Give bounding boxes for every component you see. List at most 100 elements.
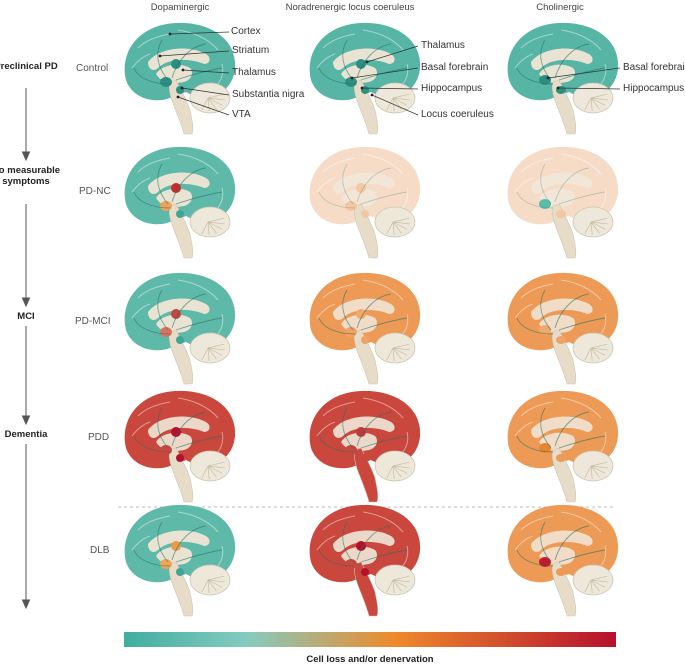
nucleus <box>160 77 172 87</box>
nucleus <box>356 183 366 193</box>
nucleus <box>176 568 184 576</box>
label-thalamus-dopa: Thalamus <box>232 67 276 78</box>
inner-region <box>531 298 593 320</box>
inner-region <box>333 530 395 552</box>
nucleus <box>160 201 172 211</box>
nucleus <box>361 336 369 344</box>
scale-title: Cell loss and/or denervation <box>306 654 434 665</box>
nucleus <box>361 454 369 462</box>
nucleus <box>160 327 172 337</box>
inner-region <box>531 416 593 438</box>
nucleus <box>361 210 369 218</box>
nucleus <box>176 210 184 218</box>
nucleus <box>345 327 357 337</box>
nucleus <box>356 59 366 69</box>
nucleus <box>345 445 357 455</box>
cerebellum <box>189 450 231 482</box>
nucleus <box>539 443 551 453</box>
nucleus <box>171 541 181 551</box>
row-label-pd-mci: PD-MCI <box>75 316 111 327</box>
brain-noradrenergic-pdd <box>309 390 421 503</box>
nucleus <box>171 183 181 193</box>
inner-region <box>531 530 593 552</box>
brainstem <box>353 447 379 503</box>
nucleus <box>160 559 172 569</box>
cerebellum <box>189 82 231 114</box>
brain-dopaminergic-dlb <box>124 504 236 617</box>
brain-noradrenergic-pd-mci <box>309 272 421 385</box>
stage-preclinical: Preclinical PD <box>0 61 58 72</box>
nucleus <box>361 568 369 576</box>
cerebellum <box>572 564 614 596</box>
brain-cholinergic-control <box>507 22 619 135</box>
label-locus-coeruleus: Locus coeruleus <box>421 109 494 120</box>
brainstem <box>168 561 194 617</box>
inner-region <box>148 172 210 194</box>
label-hippocampus-na: Hippocampus <box>421 83 483 94</box>
row-label-pd-nc: PD-NC <box>79 186 111 197</box>
brainstem <box>551 79 577 135</box>
inner-region <box>148 298 210 320</box>
row-label-control: Control <box>76 63 109 74</box>
brainstem <box>353 329 379 385</box>
label-basal-forebrain-ch: Basal forebrain <box>623 62 685 73</box>
brain-dopaminergic-pd-mci <box>124 272 236 385</box>
nucleus <box>160 445 172 455</box>
label-striatum: Striatum <box>232 45 270 56</box>
nucleus <box>176 336 184 344</box>
brain-cholinergic-pd-mci <box>507 272 619 385</box>
nucleus <box>345 77 357 87</box>
label-cortex: Cortex <box>231 26 261 37</box>
cerebellum <box>374 450 416 482</box>
brain-cholinergic-dlb <box>507 504 619 617</box>
row-label-pdd: PDD <box>88 432 110 443</box>
inner-region <box>333 416 395 438</box>
inner-region <box>148 530 210 552</box>
nucleus <box>356 427 366 437</box>
brain-cholinergic-pd-nc <box>507 146 619 259</box>
label-hippocampus-ch: Hippocampus <box>623 83 685 94</box>
brainstem <box>551 203 577 259</box>
nucleus <box>345 201 357 211</box>
cerebellum <box>572 332 614 364</box>
nucleus <box>356 541 366 551</box>
label-substantia-nigra: Substantia nigra <box>232 89 305 100</box>
brain-noradrenergic-dlb <box>309 504 421 617</box>
cerebellum <box>572 206 614 238</box>
cerebellum <box>374 564 416 596</box>
nucleus <box>556 336 566 344</box>
brainstem <box>551 561 577 617</box>
cerebellum <box>189 206 231 238</box>
row-label-dlb: DLB <box>90 545 110 556</box>
inner-region <box>531 48 593 70</box>
nucleus <box>539 325 551 335</box>
nucleus <box>356 309 366 319</box>
cerebellum <box>374 206 416 238</box>
cerebellum <box>189 332 231 364</box>
cerebellum <box>572 450 614 482</box>
column-title-dopaminergic: Dopaminergic <box>150 2 210 13</box>
brain-cholinergic-pdd <box>507 390 619 503</box>
label-vta: VTA <box>232 109 251 120</box>
brain-dopaminergic-pd-nc <box>124 146 236 259</box>
inner-region <box>333 298 395 320</box>
stage-mci: MCI <box>17 311 35 322</box>
brainstem <box>551 329 577 385</box>
color-scale-bar <box>124 632 616 647</box>
brainstem <box>168 447 194 503</box>
nucleus <box>171 427 181 437</box>
nucleus <box>345 559 357 569</box>
label-thalamus-na: Thalamus <box>421 40 465 51</box>
column-title-noradrenergic: Noradrenergic locus coeruleus <box>285 2 415 13</box>
cerebellum <box>572 82 614 114</box>
nucleus <box>176 86 184 94</box>
brainstem <box>353 79 379 135</box>
nucleus <box>539 199 551 209</box>
brainstem <box>353 203 379 259</box>
nucleus <box>171 309 181 319</box>
inner-region <box>333 172 395 194</box>
nucleus <box>556 568 566 576</box>
brainstem <box>353 561 379 617</box>
nucleus <box>176 454 184 462</box>
nucleus <box>556 210 566 218</box>
